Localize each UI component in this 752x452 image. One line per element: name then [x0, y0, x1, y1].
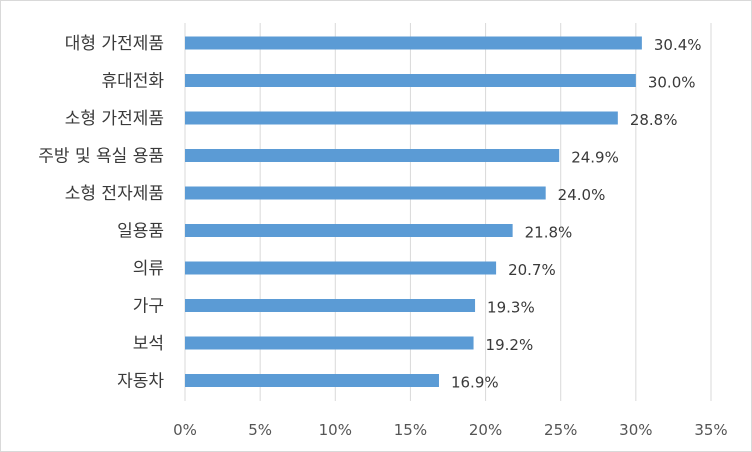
- value-label: 28.8%: [630, 111, 678, 129]
- value-label: 19.2%: [486, 336, 534, 354]
- value-labels: 30.4% 30.0% 28.8% 24.9% 24.0% 21.8% 20.7% 19.3%…: [451, 36, 702, 392]
- value-label: 20.7%: [508, 261, 556, 279]
- category-label: 일용품: [117, 222, 164, 242]
- x-tick-label: 35%: [694, 421, 727, 439]
- bar: [185, 374, 439, 387]
- bar: [185, 111, 618, 125]
- x-axis-ticks: 0% 5% 10% 15% 20% 25% 30% 35%: [173, 421, 728, 439]
- bar: [185, 186, 546, 200]
- bar: [185, 336, 474, 350]
- category-label: 의류: [133, 259, 164, 279]
- category-label: 휴대전화: [101, 72, 164, 92]
- value-label: 30.4%: [654, 36, 702, 54]
- bar: [185, 36, 642, 50]
- value-label: 30.0%: [648, 74, 696, 92]
- x-tick-label: 30%: [619, 421, 652, 439]
- value-label: 24.9%: [571, 149, 619, 167]
- x-tick-label: 20%: [469, 421, 502, 439]
- category-label: 주방 및 욕실 용품: [38, 147, 164, 167]
- x-tick-label: 15%: [394, 421, 427, 439]
- category-label: 자동차: [117, 372, 164, 392]
- bar: [185, 74, 636, 87]
- category-label: 보석: [133, 334, 164, 354]
- x-tick-label: 10%: [319, 421, 352, 439]
- bar: [185, 149, 560, 162]
- bar: [185, 299, 476, 312]
- category-label: 대형 가전제품: [65, 34, 164, 54]
- category-label: 소형 전자제품: [65, 184, 164, 204]
- bar: [185, 224, 513, 237]
- bars: [185, 36, 642, 387]
- bar: [185, 261, 497, 275]
- category-label: 가구: [133, 297, 164, 317]
- x-tick-label: 25%: [544, 421, 577, 439]
- value-label: 21.8%: [525, 224, 573, 242]
- category-label: 소형 가전제품: [65, 109, 164, 129]
- value-label: 19.3%: [487, 299, 535, 317]
- value-label: 16.9%: [451, 374, 499, 392]
- x-tick-label: 5%: [248, 421, 272, 439]
- value-label: 24.0%: [558, 186, 606, 204]
- x-tick-label: 0%: [173, 421, 197, 439]
